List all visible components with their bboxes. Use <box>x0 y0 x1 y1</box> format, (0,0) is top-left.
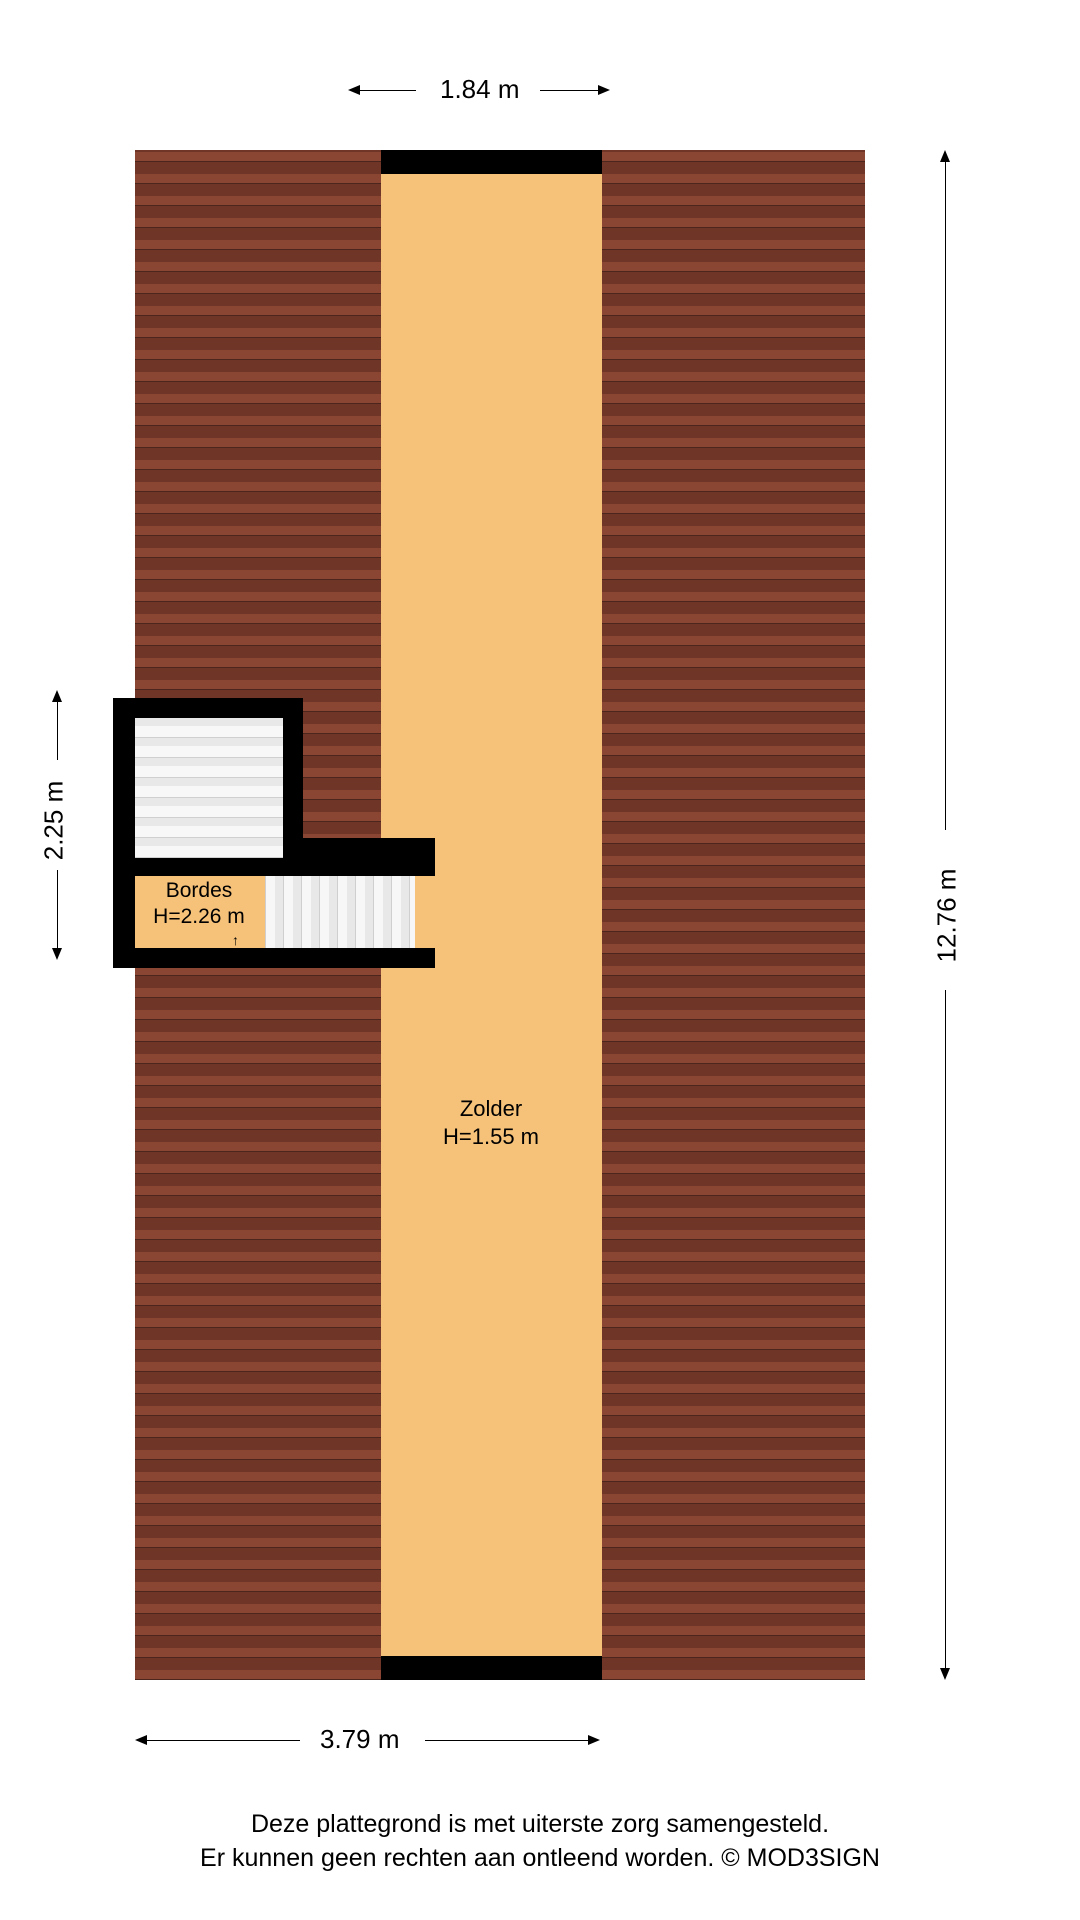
disclaimer-line1: Deze plattegrond is met uiterste zorg sa… <box>251 1810 829 1838</box>
zolder-height: H=1.55 m <box>443 1124 539 1149</box>
dim-top-arrow-left <box>356 90 416 91</box>
dim-bottom-label: 3.79 m <box>320 1724 400 1755</box>
zolder-wall-top <box>381 150 602 174</box>
bordes-name: Bordes <box>166 879 233 902</box>
dim-right-arrowhead-d <box>940 1668 950 1680</box>
dim-right-label: 12.76 m <box>931 869 962 963</box>
dim-right-arrowhead-u <box>940 150 950 162</box>
dim-left-arrowhead-u <box>52 690 62 702</box>
dim-bottom-arrow-right <box>425 1740 590 1741</box>
stairs-lower-flight <box>265 876 415 948</box>
disclaimer-line2: Er kunnen geen rechten aan ontleend word… <box>200 1844 880 1872</box>
dim-top-arrowhead-r <box>598 85 610 95</box>
bordes-label: Bordes H=2.26 m <box>134 878 264 931</box>
dim-left-label: 2.25 m <box>38 781 69 861</box>
dim-top-arrow-right <box>540 90 600 91</box>
plan-area: Zolder H=1.55 m Bordes H=2.26 m ↑ <box>135 150 865 1680</box>
zolder-wall-bottom <box>381 1656 602 1680</box>
stairs-upper-flight <box>135 718 283 858</box>
dim-bottom-arrowhead-l <box>135 1735 147 1745</box>
dim-top-label: 1.84 m <box>440 74 520 105</box>
dim-left-arrow-bottom <box>57 870 58 950</box>
dim-right-arrow-bottom <box>945 990 946 1670</box>
dim-bottom-arrow-left <box>145 1740 300 1741</box>
dim-left-arrow-top <box>57 700 58 760</box>
dim-top-arrowhead-l <box>348 85 360 95</box>
stair-to-zolder-opening <box>415 876 435 948</box>
bordes-height: H=2.26 m <box>153 905 245 928</box>
stairwell-lintel <box>283 838 435 876</box>
dim-bottom-arrowhead-r <box>588 1735 600 1745</box>
disclaimer: Deze plattegrond is met uiterste zorg sa… <box>0 1808 1080 1876</box>
dim-right-arrow-top <box>945 160 946 830</box>
floorplan-page: 1.84 m 12.76 m 2.25 m 3.79 m Zolder H=1.… <box>0 0 1080 1920</box>
zolder-label: Zolder H=1.55 m <box>391 1095 591 1150</box>
dim-left-arrowhead-d <box>52 948 62 960</box>
door-arrow-icon: ↑ <box>232 932 239 948</box>
zolder-name: Zolder <box>460 1096 522 1121</box>
